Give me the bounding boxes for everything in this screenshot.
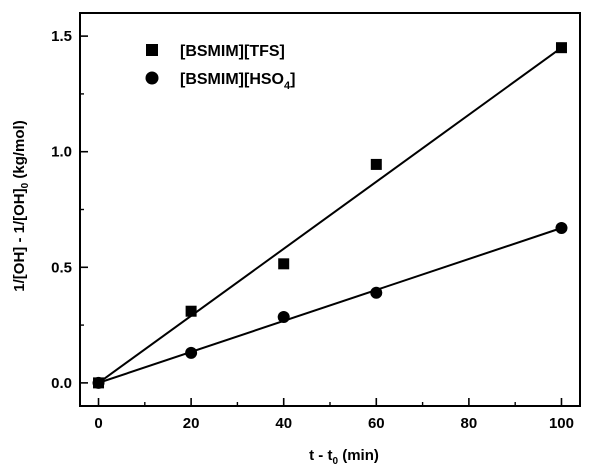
data-point-circle bbox=[185, 346, 198, 359]
legend-marker-circle bbox=[145, 71, 159, 85]
legend-marker-square bbox=[146, 44, 158, 56]
x-axis-label-tail: (min) bbox=[338, 447, 379, 464]
fit-line-series-1 bbox=[98, 227, 562, 384]
x-axis-label: t - t0 (min) bbox=[309, 447, 379, 467]
legend-label-hso4-main: [BSMIM][HSO bbox=[180, 71, 284, 88]
plot-frame bbox=[79, 12, 581, 407]
data-point-circle bbox=[277, 310, 290, 323]
y-tick-label: 0.5 bbox=[51, 259, 72, 276]
fit-lines bbox=[97, 46, 563, 384]
legend-label-tfs: [BSMIM][TFS] bbox=[180, 43, 285, 60]
legend-label-hso4-sub: 4 bbox=[284, 80, 291, 92]
legend-label-hso4-close: ] bbox=[290, 71, 295, 88]
x-axis-label-sub: 0 bbox=[332, 456, 338, 467]
data-point-circle bbox=[92, 376, 105, 389]
y-axis-label-sub: 0 bbox=[20, 182, 31, 188]
y-axis-label: 1/[OH] - 1/[OH]0 (kg/mol) bbox=[11, 120, 31, 291]
y-tick-label: 0.0 bbox=[51, 375, 72, 392]
legend-label-hso4: [BSMIM][HSO4] bbox=[180, 71, 295, 92]
data-point-square bbox=[555, 42, 567, 54]
y-axis-label-tail: (kg/mol) bbox=[11, 120, 28, 183]
y-tick-label: 1.0 bbox=[51, 144, 72, 161]
x-tick-label: 100 bbox=[549, 415, 574, 432]
data-point-square bbox=[370, 158, 382, 170]
legend: [BSMIM][TFS] [BSMIM][HSO4] bbox=[145, 43, 295, 92]
data-point-square bbox=[278, 258, 290, 270]
data-point-square bbox=[185, 305, 197, 317]
x-tick-label: 20 bbox=[183, 415, 200, 432]
x-tick-label: 80 bbox=[461, 415, 478, 432]
data-point-circle bbox=[370, 286, 383, 299]
x-axis-label-main: t - t bbox=[309, 447, 332, 464]
x-tick-label: 0 bbox=[94, 415, 102, 432]
x-tick-label: 60 bbox=[368, 415, 385, 432]
fit-line-series-0 bbox=[97, 46, 563, 384]
x-tick-label: 40 bbox=[275, 415, 292, 432]
y-tick-label: 1.5 bbox=[51, 28, 72, 45]
data-point-circle bbox=[555, 221, 568, 234]
y-axis-label-main: 1/[OH] - 1/[OH] bbox=[11, 188, 28, 291]
ticks-layer: 0 20 40 60 80 100 0.0 0.5 1.0 1.5 bbox=[51, 28, 574, 432]
data-markers bbox=[92, 42, 568, 389]
